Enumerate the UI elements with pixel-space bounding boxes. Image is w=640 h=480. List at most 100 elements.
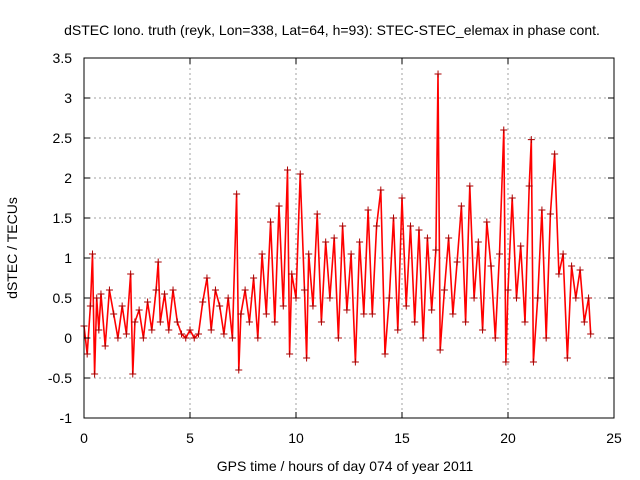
plot-frame [83,57,615,419]
data-point [525,182,533,190]
data-point [233,190,241,198]
data-point [182,334,190,342]
data-point [173,318,181,326]
data-point [211,286,219,294]
y-tick-label: 0 [64,330,72,346]
data-point [402,302,410,310]
x-axis-label: GPS time / hours of day 074 of year 2011 [217,458,474,474]
data-point [220,330,228,338]
data-point [101,342,109,350]
data-point [271,318,279,326]
data-point [563,354,571,362]
data-point [551,150,559,158]
data-point [267,218,275,226]
data-point [517,242,525,250]
data-point [411,318,419,326]
data-point [508,194,516,202]
data-point [156,318,164,326]
data-point [288,270,296,278]
data-point [135,306,143,314]
data-point [538,206,546,214]
data-point [440,286,448,294]
data-series [80,70,595,378]
data-point [496,250,504,258]
data-point [466,182,474,190]
data-point [502,358,510,366]
data-point [224,294,232,302]
data-point [339,222,347,230]
data-point [105,286,113,294]
data-point [235,366,243,374]
data-point [330,234,338,242]
data-point [118,302,126,310]
data-point [457,202,465,210]
data-point [580,318,588,326]
data-point [377,186,385,194]
y-tick-label: -1 [60,410,73,426]
data-point [445,234,453,242]
data-point [245,318,253,326]
data-point [258,250,266,258]
data-point [585,294,593,302]
data-point [351,358,359,366]
data-point [275,202,283,210]
data-point [360,310,368,318]
data-point [296,170,304,178]
axis-ticks: -1 -0.5 0 0.5 1 1.5 2 2.5 3 3.5 0 5 10 15 20 25 [48,50,622,446]
data-point [326,294,334,302]
data-point [364,206,372,214]
data-point [334,334,342,342]
data-point [284,166,292,174]
data-point [178,330,186,338]
data-point [491,334,499,342]
data-point [300,286,308,294]
data-point [343,306,351,314]
x-tick-label: 25 [606,430,622,446]
data-point [216,302,224,310]
data-point [398,194,406,202]
data-point [305,250,313,258]
data-point [152,286,160,294]
data-point [86,302,94,310]
data-point [95,326,103,334]
data-point [576,266,584,274]
data-point [423,234,431,242]
data-point [568,262,576,270]
data-point [559,250,567,258]
data-point [110,310,118,318]
data-point [521,318,529,326]
data-point [542,334,550,342]
data-point [394,326,402,334]
data-point [529,358,537,366]
y-tick-label: 1.5 [53,210,73,226]
y-tick-label: 2.5 [53,130,73,146]
x-tick-label: 5 [186,430,194,446]
data-point [122,330,130,338]
data-point [527,136,535,144]
data-point [186,326,194,334]
data-point [572,294,580,302]
data-point [286,350,294,358]
data-point [165,326,173,334]
data-point [207,326,215,334]
data-point [474,238,482,246]
data-point [309,302,317,310]
data-point [190,334,198,342]
data-point [368,310,376,318]
data-point [555,270,563,278]
data-point [292,294,300,302]
data-point [406,222,414,230]
data-point [262,310,270,318]
data-point [462,318,470,326]
data-point [88,250,96,258]
data-point [313,210,321,218]
data-point [381,350,389,358]
data-point [449,310,457,318]
data-point [347,250,355,258]
data-point [470,294,478,302]
data-point [415,226,423,234]
grid [84,58,614,418]
data-point [139,334,147,342]
data-point [504,286,512,294]
